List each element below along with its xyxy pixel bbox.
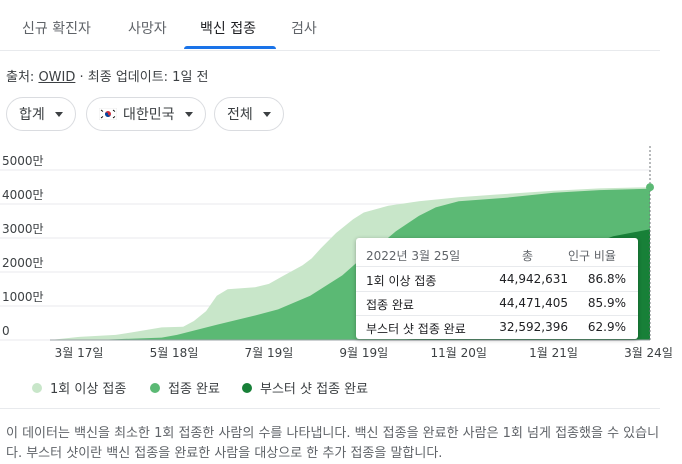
active-tab-indicator xyxy=(184,46,276,49)
tooltip-row-label: 1회 이상 접종 xyxy=(366,274,437,288)
chart-tooltip: 2022년 3월 25일 총 인구 비율 1회 이상 접종 44,942,631… xyxy=(356,238,638,339)
aggregate-dropdown[interactable]: 합계 xyxy=(6,97,76,131)
source-line: 출처: OWID · 최종 업데이트: 1일 전 xyxy=(6,66,209,85)
legend-dot xyxy=(242,382,252,393)
chevron-down-icon xyxy=(262,111,271,117)
legend-label: 부스터 샷 접종 완료 xyxy=(260,382,369,397)
tab-new-cases[interactable]: 신규 확진자 xyxy=(22,21,91,37)
tab-bar: 신규 확진자 사망자 백신 접종 검사 xyxy=(0,0,660,51)
tab-deaths[interactable]: 사망자 xyxy=(128,21,167,37)
legend-label: 1회 이상 접종 xyxy=(50,382,127,397)
y-tick-label: 0 xyxy=(2,324,10,338)
tooltip-row-label: 접종 완료 xyxy=(366,298,414,312)
legend-item[interactable]: 접종 완료 xyxy=(150,378,220,397)
y-tick-label: 4000만 xyxy=(2,188,44,202)
y-tick-label: 3000만 xyxy=(2,222,44,236)
tooltip-row-pct: 62.9% xyxy=(587,320,626,334)
tooltip-divider xyxy=(356,315,638,316)
chart-description: 이 데이터는 백신을 최소한 1회 접종한 사람의 수를 나타냅니다. 백신 접… xyxy=(6,426,660,461)
legend-item[interactable]: 부스터 샷 접종 완료 xyxy=(242,378,368,397)
tooltip-divider xyxy=(356,266,638,267)
tooltip-row-pct: 85.9% xyxy=(587,296,626,310)
x-tick-label: 11월 20일 xyxy=(430,346,486,360)
section-divider xyxy=(0,408,660,409)
legend-label: 접종 완료 xyxy=(168,382,220,397)
hover-point xyxy=(646,183,654,192)
y-tick-label: 1000만 xyxy=(2,290,44,304)
country-dropdown[interactable]: 대한민국 xyxy=(86,97,206,131)
x-tick-label: 9월 19일 xyxy=(339,346,388,360)
country-value: 대한민국 xyxy=(123,107,175,123)
tab-tests[interactable]: 검사 xyxy=(291,21,317,37)
tooltip-row-total: 44,942,631 xyxy=(499,272,568,286)
tooltip-row-label: 부스터 샷 접종 완료 xyxy=(366,322,466,336)
tooltip-row-total: 32,592,396 xyxy=(499,320,568,334)
tooltip-row-pct: 86.8% xyxy=(587,272,626,286)
south-korea-flag-icon xyxy=(99,108,117,120)
tooltip-row-total: 44,471,405 xyxy=(499,296,568,310)
tooltip-col-total: 총 xyxy=(522,249,534,263)
tooltip-date: 2022년 3월 25일 xyxy=(366,249,461,263)
x-tick-label: 3월 24일 xyxy=(624,346,673,360)
y-tick-label: 2000만 xyxy=(2,256,44,270)
scope-value: 전체 xyxy=(227,107,253,123)
x-tick-label: 7월 19일 xyxy=(244,346,293,360)
x-tick-label: 3월 17일 xyxy=(55,346,104,360)
x-tick-label: 5월 18일 xyxy=(150,346,199,360)
source-suffix: · 최종 업데이트: 1일 전 xyxy=(75,70,209,85)
source-prefix: 출처: xyxy=(6,70,39,85)
tooltip-divider xyxy=(356,291,638,292)
aggregate-value: 합계 xyxy=(19,107,45,123)
chevron-down-icon xyxy=(54,111,63,117)
chevron-down-icon xyxy=(184,111,193,117)
scope-dropdown[interactable]: 전체 xyxy=(214,97,284,131)
x-tick-label: 1월 21일 xyxy=(529,346,578,360)
tooltip-col-pct: 인구 비율 xyxy=(568,249,616,263)
legend-item[interactable]: 1회 이상 접종 xyxy=(32,378,126,397)
legend-dot xyxy=(32,382,42,393)
y-tick-label: 5000만 xyxy=(2,154,44,168)
legend-dot xyxy=(150,382,160,393)
tab-vaccinations[interactable]: 백신 접종 xyxy=(200,21,256,37)
source-link[interactable]: OWID xyxy=(38,70,76,85)
